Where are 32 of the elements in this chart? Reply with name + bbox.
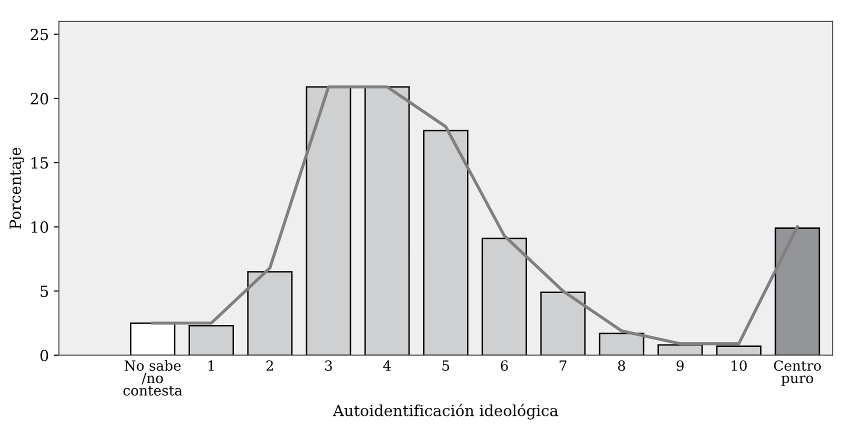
bar [716,346,762,356]
x-tick-label: 1 [208,360,214,371]
y-tick-label: 10 [32,221,48,233]
bar [774,227,820,356]
x-tick-label: 8 [618,360,626,371]
x-tick-label: 4 [383,360,391,371]
x-tick-label: 5 [442,360,450,371]
bar [423,130,468,356]
x-tick-label: 3 [325,360,332,371]
y-tick-label: 5 [40,286,48,298]
x-tick-label: 9 [676,360,684,371]
y-tick-label: 0 [40,350,48,362]
line-series [151,85,799,346]
x-tick-label: 7 [560,360,566,371]
bar [247,271,293,356]
x-tick-label: 10 [732,360,747,371]
y-tick-label: 20 [30,92,48,104]
bar [130,322,176,356]
bar [482,238,528,356]
bar [306,86,352,356]
x-tick-label: Centro puro [774,360,821,386]
y-tick-label: 15 [32,157,48,169]
x-axis-title: Autoidentificación ideológica [332,404,558,420]
bar [364,86,410,356]
x-tick-label: 2 [266,360,273,371]
bar [598,332,644,356]
y-axis-title: Porcentaje [10,148,24,229]
x-tick-label: No sabe /no contesta [123,360,182,396]
bar [540,292,586,356]
x-tick-label: 6 [500,360,508,371]
bar [188,325,234,356]
y-tick-label: 25 [30,28,48,40]
